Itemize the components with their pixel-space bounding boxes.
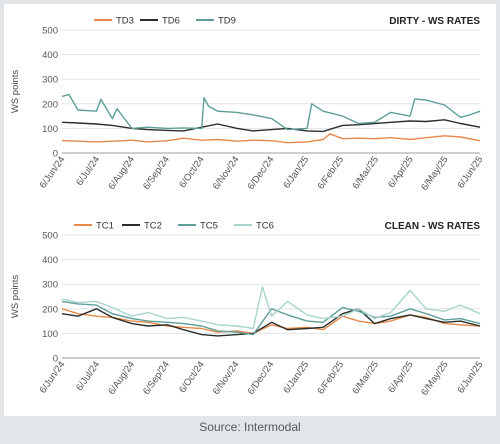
legend-label-tc2: TC2 — [144, 221, 162, 232]
chart-panel: 0 100 200 300 400 500 WS points 6/Jun/24 6/Jul/2… — [4, 4, 496, 416]
y-tick-label: 300 — [42, 280, 58, 291]
x-tick-label: 6/Oct/24 — [177, 154, 207, 190]
legend-label-td3: TD3 — [116, 16, 134, 27]
y-tick-label: 200 — [42, 99, 58, 110]
source-caption: Source: Intermodal — [199, 420, 301, 434]
x-tick-label: 6/Feb/25 — [316, 154, 347, 191]
x-tick-label: 6/Nov/24 — [211, 359, 242, 396]
series-line-tc2 — [61, 308, 481, 337]
legend-label-tc5: TC5 — [200, 221, 218, 232]
x-tick-label: 6/Jun/24 — [38, 359, 68, 395]
chart-title: CLEAN - WS RATES — [385, 221, 481, 232]
x-tick-label: 6/Jun/25 — [456, 359, 486, 395]
x-tick-label: 6/May/25 — [419, 359, 450, 397]
x-tick-label: 6/Oct/24 — [177, 359, 207, 395]
x-tick-label: 6/Feb/25 — [316, 359, 347, 396]
y-tick-label: 200 — [42, 304, 58, 315]
x-tick-label: 6/Dec/24 — [246, 359, 277, 396]
series-line-td6 — [61, 119, 481, 133]
chart-title: DIRTY - WS RATES — [389, 16, 480, 27]
x-tick-label: 6/Jul/24 — [74, 359, 102, 393]
x-tick-label: 6/Apr/25 — [386, 359, 416, 395]
x-tick-label: 6/Jan/25 — [281, 359, 311, 395]
series-line-td3 — [61, 133, 481, 144]
y-axis-label: WS points — [10, 70, 21, 114]
x-tick-label: 6/Aug/24 — [106, 359, 137, 396]
series-line-tc5 — [61, 300, 481, 336]
x-tick-label: 6/Apr/25 — [386, 154, 416, 190]
y-tick-label: 0 — [53, 149, 58, 160]
y-tick-label: 0 — [53, 354, 58, 365]
y-tick-label: 400 — [42, 50, 58, 61]
y-tick-label: 100 — [42, 329, 58, 340]
x-tick-label: 6/May/25 — [419, 154, 450, 192]
legend-label-td9: TD9 — [218, 16, 236, 27]
x-tick-label: 6/Mar/25 — [350, 359, 381, 396]
x-tick-label: 6/Jun/24 — [38, 154, 68, 190]
x-tick-label: 6/Jun/25 — [456, 154, 486, 190]
y-tick-label: 400 — [42, 255, 58, 266]
x-tick-label: 6/Nov/24 — [211, 154, 242, 191]
series-line-tc6 — [61, 286, 481, 330]
legend-label-td6: TD6 — [162, 16, 180, 27]
y-axis-label: WS points — [10, 275, 21, 319]
legend-label-tc6: TC6 — [256, 221, 274, 232]
series-line-td9 — [61, 93, 481, 131]
x-tick-label: 6/Aug/24 — [106, 154, 137, 191]
x-tick-label: 6/Dec/24 — [246, 154, 277, 191]
y-tick-label: 500 — [42, 26, 58, 37]
x-tick-label: 6/Jan/25 — [281, 154, 311, 190]
x-tick-label: 6/Sep/24 — [141, 359, 172, 396]
y-tick-label: 100 — [42, 124, 58, 135]
chart-2: 0 100 200 300 400 500 WS points 6/Jun/24 6/Jul/2… — [10, 221, 485, 398]
legend-label-tc1: TC1 — [96, 221, 114, 232]
x-tick-label: 6/Sep/24 — [141, 154, 172, 191]
y-tick-label: 300 — [42, 75, 58, 86]
chart-1: 0 100 200 300 400 500 WS points 6/Jun/24 6/Jul/2… — [10, 16, 485, 193]
y-tick-label: 500 — [42, 231, 58, 242]
x-tick-label: 6/Jul/24 — [74, 154, 102, 188]
x-tick-label: 6/Mar/25 — [350, 154, 381, 191]
